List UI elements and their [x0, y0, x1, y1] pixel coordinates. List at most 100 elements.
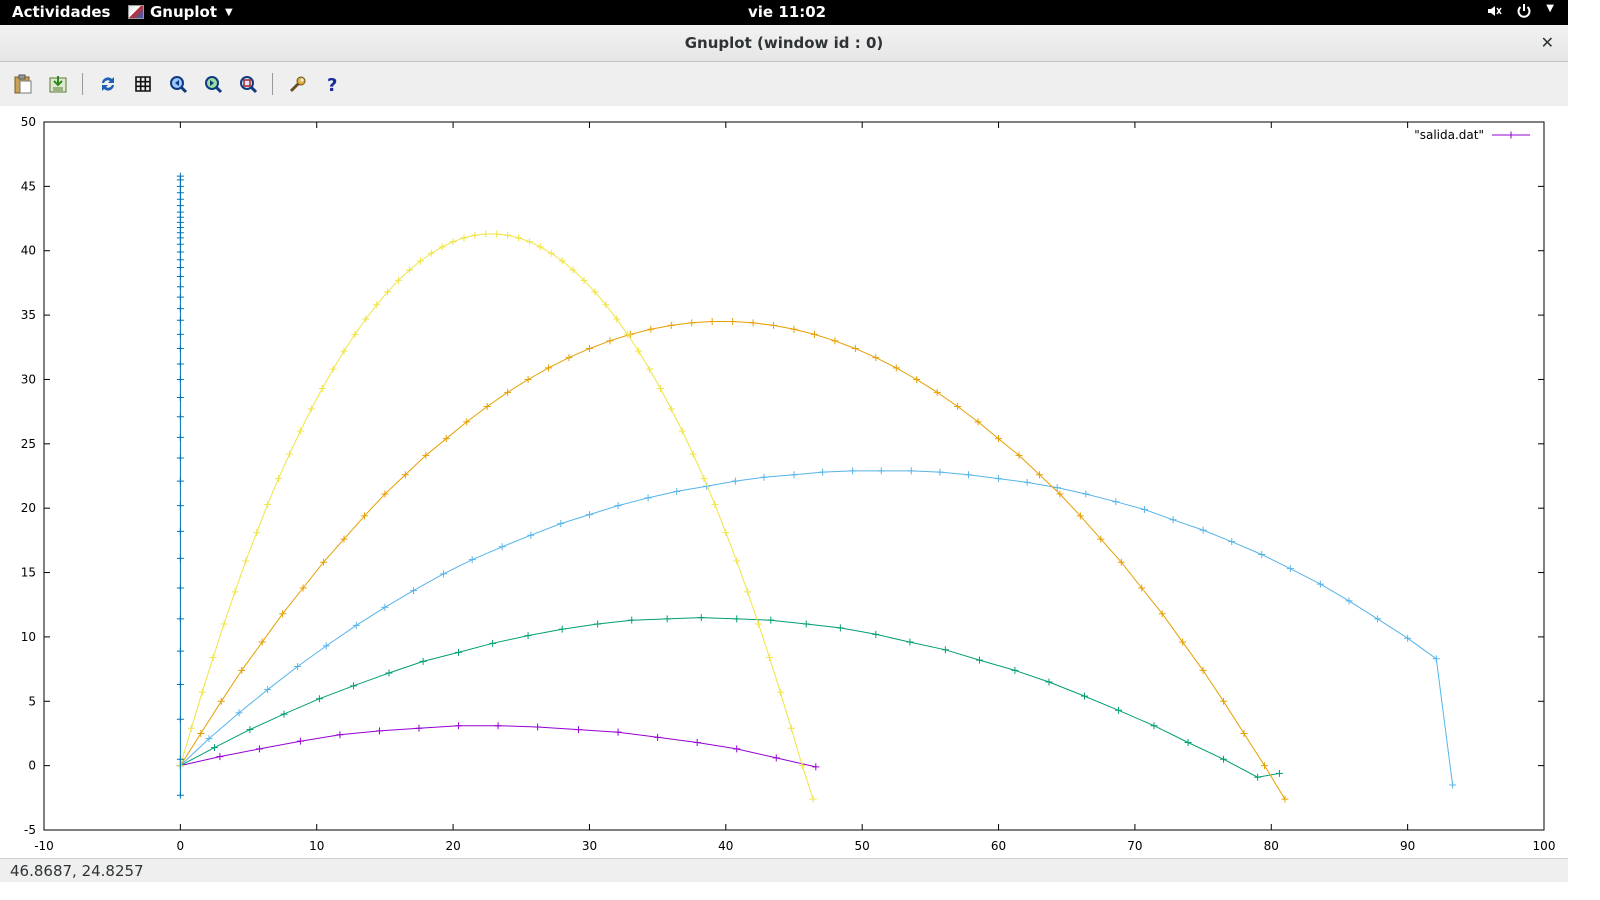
data-point [238, 666, 246, 674]
data-point [907, 467, 915, 475]
data-point [534, 723, 542, 731]
data-point [1199, 526, 1207, 534]
zoom-previous-button[interactable] [165, 71, 191, 97]
zoom-next-icon [205, 76, 223, 94]
data-point [176, 305, 184, 313]
activities-button[interactable]: Actividades [12, 3, 111, 21]
data-point [1260, 762, 1268, 770]
clipboard-icon [14, 74, 32, 94]
data-point [787, 724, 795, 732]
series-2 [176, 467, 1457, 789]
data-point [318, 384, 326, 392]
data-point [455, 722, 463, 730]
export-button[interactable] [45, 71, 71, 97]
data-point [515, 234, 523, 242]
close-icon[interactable]: ✕ [1540, 33, 1554, 52]
data-point [351, 330, 359, 338]
data-point [416, 257, 424, 265]
data-point [494, 722, 502, 730]
data-point [258, 638, 266, 646]
data-point [375, 727, 383, 735]
data-point [176, 715, 184, 723]
data-point [765, 654, 773, 662]
x-tick-label: -10 [34, 839, 54, 853]
data-point [1150, 722, 1158, 730]
data-point [384, 288, 392, 296]
volume-muted-icon[interactable] [1486, 3, 1502, 23]
data-point [176, 681, 184, 689]
data-point [569, 266, 577, 274]
data-point [176, 283, 184, 291]
clock[interactable]: vie 11:02 [748, 3, 827, 21]
data-point [711, 500, 719, 508]
data-point [235, 709, 243, 717]
gnuplot-chart[interactable]: -10 0 10 20 30 40 50 60 70 80 90 100 -5 0 5 10 15 20 25 30 3… [0, 106, 1568, 858]
data-point [455, 648, 463, 656]
plot-border [43, 121, 1545, 831]
data-point [933, 388, 941, 396]
data-point [1035, 471, 1043, 479]
data-point [275, 475, 283, 483]
data-point [995, 435, 1003, 443]
data-point [1228, 538, 1236, 546]
toggle-grid-button[interactable] [130, 71, 156, 97]
app-menu[interactable]: Gnuplot ▼ [128, 3, 233, 21]
data-point [667, 321, 675, 329]
preferences-button[interactable] [285, 71, 311, 97]
data-point [1275, 769, 1283, 777]
data-point [176, 272, 184, 280]
y-tick-label: 10 [21, 630, 36, 644]
data-point [419, 657, 427, 665]
data-point [1045, 678, 1053, 686]
data-point [688, 319, 696, 327]
data-point [1082, 490, 1090, 498]
help-button[interactable]: ? [320, 71, 346, 97]
data-point [1112, 498, 1120, 506]
data-point [176, 433, 184, 441]
x-tick-label: 60 [991, 839, 1006, 853]
data-point [965, 471, 973, 479]
data-point [176, 345, 184, 353]
replot-button[interactable] [95, 71, 121, 97]
data-point [594, 620, 602, 628]
data-point [776, 688, 784, 696]
y-tick-label: 20 [21, 501, 36, 515]
data-point [255, 745, 263, 753]
series-5 [176, 172, 184, 799]
x-tick-label: 80 [1264, 839, 1279, 853]
data-point [352, 621, 360, 629]
data-point [602, 301, 610, 309]
data-point [525, 238, 533, 246]
system-tray[interactable]: ▼ [1486, 3, 1554, 23]
window-title-bar: Gnuplot (window id : 0) ✕ [0, 25, 1568, 62]
data-point [320, 558, 328, 566]
legend-sample-marker [1507, 131, 1515, 139]
plot-canvas[interactable]: -10 0 10 20 30 40 50 60 70 80 90 100 -5 0 5 10 15 20 25 30 3… [0, 106, 1568, 858]
data-point [468, 556, 476, 564]
data-point [176, 502, 184, 510]
system-top-bar: Actividades Gnuplot ▼ vie 11:02 ▼ [0, 0, 1568, 25]
data-point [941, 646, 949, 654]
data-point [585, 511, 593, 519]
data-point [440, 570, 448, 578]
data-point [995, 475, 1003, 483]
copy-to-clipboard-button[interactable] [10, 71, 36, 97]
data-point [708, 318, 716, 326]
zoom-next-button[interactable] [200, 71, 226, 97]
data-point [697, 614, 705, 622]
series-4 [176, 230, 817, 803]
y-tick-label: 5 [28, 694, 36, 708]
chevron-down-icon[interactable]: ▼ [1546, 3, 1554, 14]
data-point [373, 301, 381, 309]
series-1 [176, 614, 1283, 781]
data-point [1345, 597, 1353, 605]
data-point [176, 413, 184, 421]
data-point [176, 554, 184, 562]
data-point [1158, 610, 1166, 618]
power-icon[interactable] [1516, 3, 1532, 23]
data-point [1184, 738, 1192, 746]
data-point [524, 375, 532, 383]
y-tick-label: 50 [21, 115, 36, 129]
unzoom-button[interactable] [235, 71, 261, 97]
series-3 [176, 318, 1289, 803]
